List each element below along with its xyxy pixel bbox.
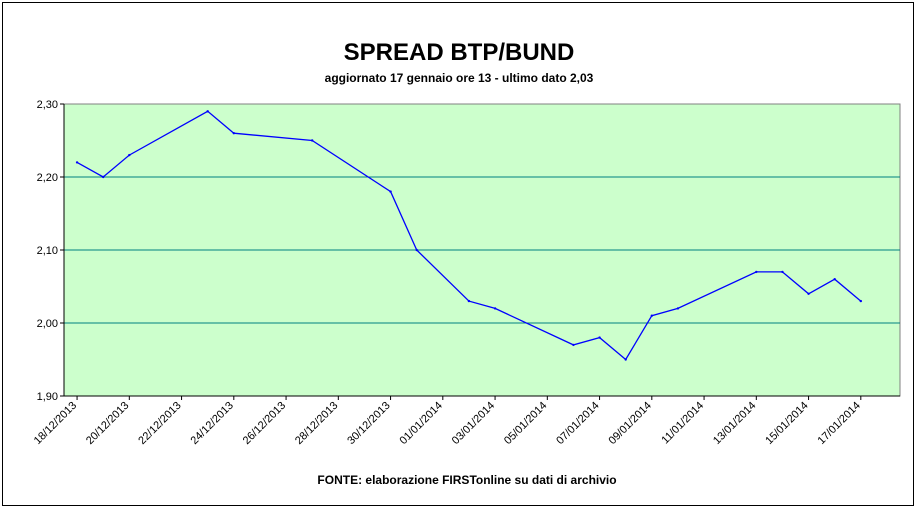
x-tick-label: 11/01/2014 (659, 400, 706, 447)
x-tick-label: 17/01/2014 (816, 400, 863, 447)
gridlines (64, 176, 900, 324)
chart-title: SPREAD BTP/BUND (344, 39, 575, 66)
data-point (232, 132, 236, 135)
data-point (101, 175, 105, 179)
x-tick-label: 13/01/2014 (711, 400, 758, 447)
data-point (650, 314, 654, 317)
y-tick-label: 2,30 (37, 99, 58, 111)
x-tick-label: 24/12/2013 (189, 400, 236, 447)
y-tick-label: 2,20 (37, 172, 58, 184)
x-tick-label: 18/12/2013 (32, 400, 79, 447)
data-point (389, 190, 392, 193)
y-tick-label: 2,10 (37, 245, 58, 257)
x-tick-label: 15/01/2014 (763, 400, 810, 447)
data-point (781, 270, 784, 274)
chart-canvas: SPREAD BTP/BUND aggiornato 17 gennaio or… (32, 39, 901, 487)
x-tick-label: 22/12/2013 (136, 400, 183, 447)
data-point (128, 153, 131, 157)
data-point (493, 307, 497, 310)
x-tick-label: 03/01/2014 (450, 400, 497, 447)
data-point (624, 358, 627, 361)
x-tick-label: 20/12/2013 (84, 400, 131, 447)
chart-frame: SPREAD BTP/BUND aggiornato 17 gennaio or… (2, 2, 914, 506)
series-layer (75, 110, 863, 361)
x-tick-label: 07/01/2014 (554, 400, 601, 447)
x-tick-label: 30/12/2013 (345, 400, 392, 447)
data-point (572, 343, 575, 347)
data-point (310, 139, 314, 142)
x-tick-label: 05/01/2014 (502, 400, 549, 447)
data-point (75, 161, 79, 164)
y-tick-label: 2,00 (37, 318, 58, 330)
data-point (676, 307, 680, 310)
y-tick-label: 1,90 (37, 391, 58, 403)
x-tick-label: 26/12/2013 (241, 400, 288, 447)
x-tick-label: 01/01/2014 (398, 400, 445, 447)
data-point (415, 248, 418, 252)
data-point (833, 278, 836, 281)
series-line (76, 110, 862, 361)
chart-subtitle: aggiornato 17 gennaio ore 13 - ultimo da… (325, 71, 594, 85)
x-tick-label: 09/01/2014 (607, 400, 654, 447)
x-axis-ticks: 18/12/2013 20/12/2013 22/12/2013 24/12/2013… (32, 400, 863, 447)
data-point (859, 299, 863, 303)
data-point (467, 299, 471, 303)
chart-source: FONTE: elaborazione FIRSTonline su dati … (317, 473, 616, 487)
data-point (807, 292, 810, 295)
y-axis-ticks: 2,30 2,20 2,10 2,00 1,90 (37, 99, 58, 403)
data-point (755, 270, 758, 274)
x-tick-label: 28/12/2013 (293, 400, 340, 447)
data-point (598, 336, 601, 339)
axes (60, 103, 900, 400)
data-point (206, 110, 209, 113)
